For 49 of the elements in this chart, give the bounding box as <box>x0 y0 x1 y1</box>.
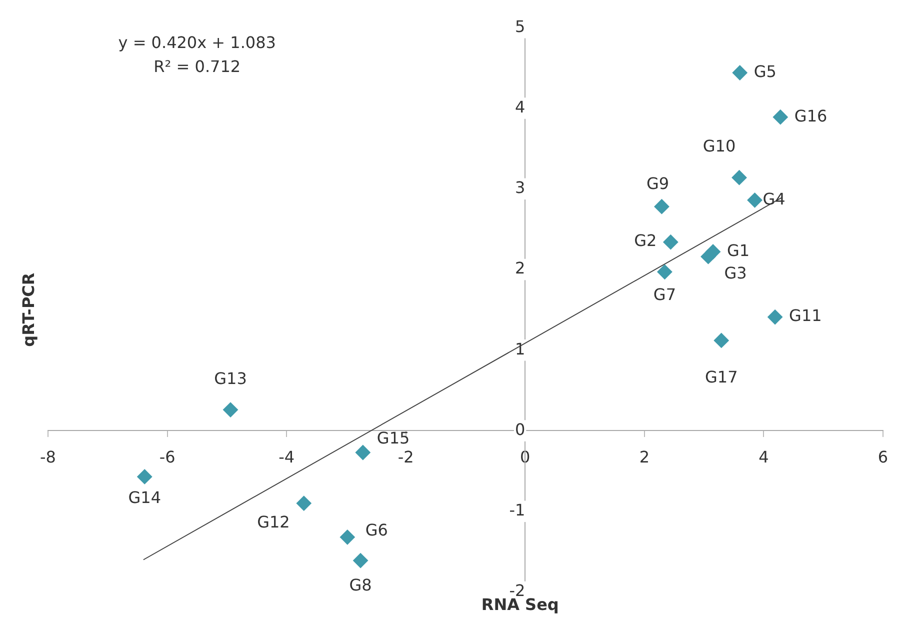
point <box>732 170 747 186</box>
point <box>340 530 355 545</box>
point <box>772 110 788 125</box>
annotation: G11 <box>789 306 822 326</box>
y-tick-label: 0 <box>514 420 526 439</box>
x-tick-label: 6 <box>878 448 888 466</box>
annotation: G6 <box>365 520 388 540</box>
annotation: G13 <box>214 368 247 388</box>
point <box>732 65 748 80</box>
point <box>663 234 678 250</box>
y-tick-label: 2 <box>514 258 526 278</box>
y-axis-title: qRT-PCR <box>19 272 38 347</box>
point <box>714 332 729 348</box>
annotation: G10 <box>702 136 736 156</box>
point <box>747 192 762 208</box>
point <box>700 249 716 264</box>
annotation: G14 <box>128 488 162 507</box>
y-tick-label: 4 <box>514 97 526 116</box>
annotation: G8 <box>349 576 372 595</box>
annotation: G16 <box>794 106 828 126</box>
x-tick-label: 2 <box>639 448 650 466</box>
annotation: G7 <box>653 285 676 304</box>
x-tick-label: -4 <box>278 448 295 466</box>
annotation: R² = 0.712 <box>154 56 241 76</box>
annotation: G2 <box>634 231 657 250</box>
x-tick-label: -6 <box>159 448 176 466</box>
point <box>355 445 370 460</box>
point <box>296 496 312 511</box>
annotation: G17 <box>704 368 738 387</box>
point <box>768 310 783 325</box>
annotation: G3 <box>724 264 747 283</box>
y-tick-label: 5 <box>514 16 526 36</box>
annotation: G12 <box>257 512 290 532</box>
annotation: G15 <box>376 428 410 448</box>
annotation: G5 <box>754 62 776 81</box>
point <box>223 402 238 418</box>
x-tick-label: -2 <box>398 448 414 466</box>
y-tick-label: -1 <box>509 500 526 520</box>
annotation: G9 <box>646 174 670 193</box>
annotation: G4 <box>762 189 786 208</box>
y-tick-label: 3 <box>514 178 526 198</box>
point <box>137 469 152 484</box>
annotation: y = 0.420x + 1.083 <box>118 32 276 52</box>
x-tick-label: -8 <box>40 448 56 466</box>
point <box>657 264 672 280</box>
x-tick-label: 4 <box>758 448 769 466</box>
annotation: G1 <box>727 240 750 260</box>
point <box>353 553 368 568</box>
point <box>654 199 670 214</box>
